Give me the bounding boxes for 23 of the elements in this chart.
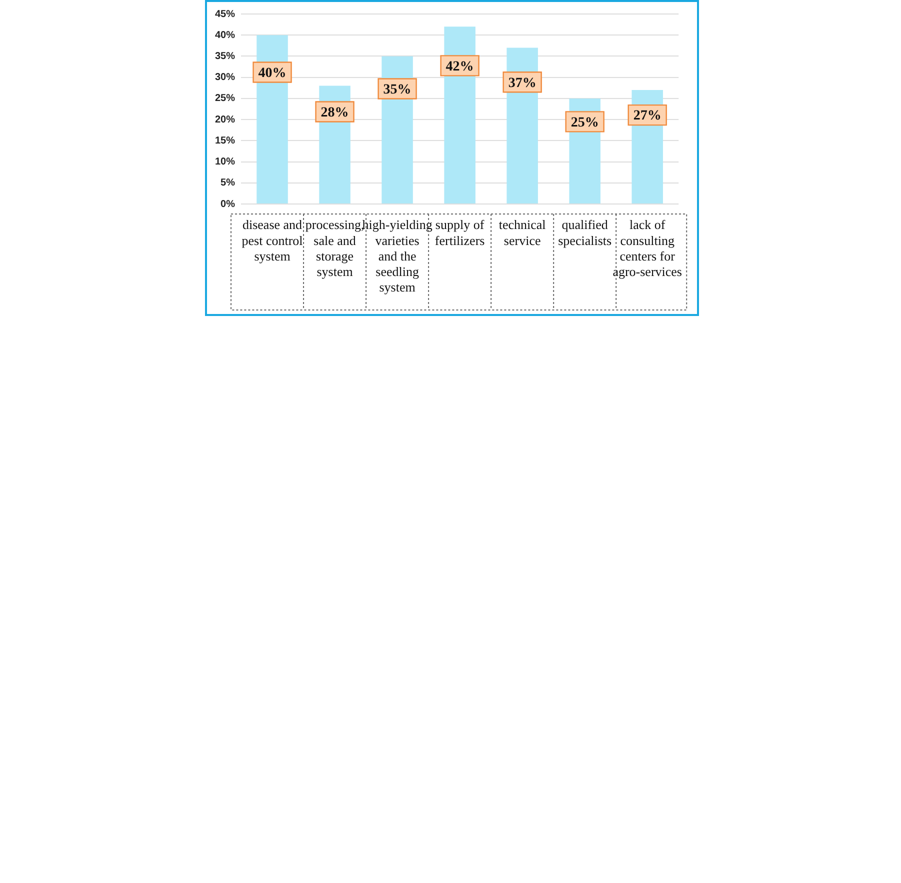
y-tick-label: 0% <box>220 198 236 210</box>
y-tick-label: 35% <box>215 50 236 62</box>
data-label: 25% <box>570 115 599 130</box>
data-label: 35% <box>383 82 412 98</box>
x-tick-label: supply of fertilizers <box>434 217 485 248</box>
y-tick-label: 10% <box>215 156 236 168</box>
data-label: 42% <box>446 59 474 74</box>
y-tick-label: 25% <box>215 93 236 104</box>
data-label: 40% <box>258 66 286 81</box>
x-tick-label: technical service <box>498 217 546 248</box>
x-tick-label: qualified specialists <box>558 217 612 248</box>
x-tick-label: lack of consulting centers for agro-services <box>612 217 682 280</box>
x-tick-label: high-yielding varieties and the seedling system <box>362 217 433 295</box>
y-tick-label: 15% <box>215 135 236 146</box>
y-tick-label: 45% <box>215 8 236 20</box>
y-tick-label: 40% <box>215 30 236 41</box>
data-label: 28% <box>320 105 349 120</box>
x-tick-label: disease and pest control system <box>242 217 304 264</box>
data-label: 27% <box>633 108 662 124</box>
y-tick-label: 20% <box>215 114 236 126</box>
y-tick-label: 30% <box>215 72 236 84</box>
data-label: 37% <box>508 76 536 91</box>
y-tick-label: 5% <box>220 178 236 189</box>
